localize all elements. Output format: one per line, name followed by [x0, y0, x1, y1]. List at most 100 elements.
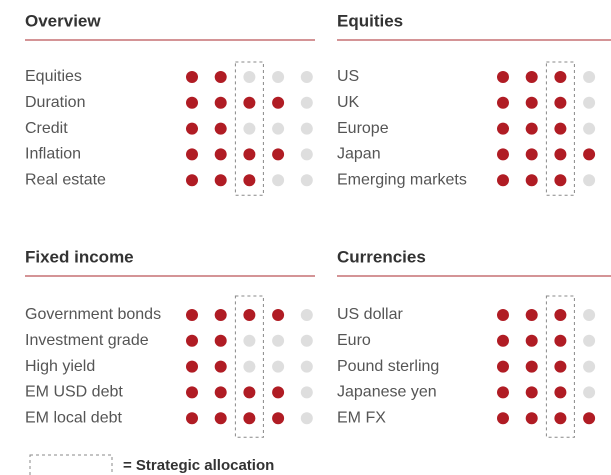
dot-filled	[497, 386, 509, 399]
dot-filled	[214, 360, 227, 373]
dot-filled	[272, 309, 285, 321]
dot-filled	[214, 412, 227, 425]
dot-filled	[525, 360, 538, 373]
dot-empty	[583, 386, 596, 399]
dot-filled	[214, 71, 227, 83]
dot-filled	[243, 96, 256, 109]
section-title: Fixed income	[25, 247, 134, 266]
dot-filled	[525, 386, 538, 399]
dot-empty	[243, 360, 256, 373]
dot-empty	[300, 412, 313, 425]
dot-empty	[583, 96, 596, 109]
row-label: Emerging markets	[337, 171, 467, 188]
dot-filled	[186, 71, 198, 83]
dot-empty	[583, 71, 596, 83]
dot-filled	[525, 96, 538, 109]
row-label: Euro	[337, 332, 371, 349]
dot-empty	[583, 309, 596, 321]
dot-filled	[214, 122, 227, 135]
dot-empty	[300, 386, 313, 399]
dot-filled	[214, 148, 227, 161]
dot-filled	[243, 309, 256, 321]
row-label: Inflation	[25, 146, 81, 163]
row-label: EM USD debt	[25, 384, 123, 401]
dot-filled	[272, 96, 285, 109]
dot-filled	[554, 360, 567, 373]
dot-filled	[497, 122, 509, 135]
dot-filled	[214, 309, 227, 321]
row-label: Investment grade	[25, 332, 149, 349]
dot-filled	[525, 309, 538, 321]
dot-filled	[186, 96, 198, 109]
row-label: Europe	[337, 120, 389, 137]
dot-filled	[554, 148, 567, 161]
dot-filled	[554, 71, 567, 83]
dot-empty	[300, 148, 313, 161]
row-label: Duration	[25, 94, 85, 111]
strategic-box	[545, 295, 575, 438]
dot-empty	[583, 122, 596, 135]
row-label: Government bonds	[25, 306, 161, 323]
section-title: Currencies	[337, 247, 426, 266]
dot-filled	[497, 148, 509, 161]
dot-empty	[272, 360, 285, 373]
row-label: Real estate	[25, 171, 106, 188]
dot-filled	[554, 386, 567, 399]
dot-filled	[583, 412, 596, 425]
dot-empty	[272, 334, 285, 347]
row-label: Japan	[337, 146, 381, 163]
dot-empty	[583, 174, 596, 187]
dot-empty	[300, 96, 313, 109]
dot-empty	[583, 334, 596, 347]
dot-filled	[243, 412, 256, 425]
row-label: UK	[337, 94, 360, 111]
dot-filled	[525, 412, 538, 425]
legend-text: = Strategic allocation	[123, 457, 274, 474]
dot-filled	[554, 412, 567, 425]
row-label: US dollar	[337, 306, 403, 323]
dot-filled	[497, 309, 509, 321]
dot-empty	[300, 334, 313, 347]
dot-filled	[186, 360, 198, 373]
dot-filled	[243, 148, 256, 161]
row-label: Pound sterling	[337, 358, 439, 375]
dot-empty	[243, 122, 256, 135]
section-title: Overview	[25, 11, 101, 30]
section-title: Equities	[337, 11, 403, 30]
dot-filled	[186, 334, 198, 347]
row-label: High yield	[25, 358, 95, 375]
dot-filled	[525, 148, 538, 161]
dot-filled	[186, 412, 198, 425]
dot-filled	[497, 412, 509, 425]
legend-box	[29, 454, 113, 475]
dot-filled	[554, 122, 567, 135]
dot-filled	[497, 360, 509, 373]
dot-filled	[525, 71, 538, 83]
dot-filled	[186, 122, 198, 135]
dot-filled	[583, 148, 596, 161]
row-label: EM local debt	[25, 409, 122, 426]
dot-filled	[497, 334, 509, 347]
dot-filled	[243, 386, 256, 399]
row-label: US	[337, 68, 359, 85]
row-label: EM FX	[337, 409, 386, 426]
dot-filled	[525, 174, 538, 187]
dot-filled	[214, 96, 227, 109]
dot-filled	[525, 334, 538, 347]
row-label: Equities	[25, 68, 82, 85]
strategic-box	[234, 295, 264, 438]
dot-filled	[525, 122, 538, 135]
dot-empty	[300, 71, 313, 83]
dot-filled	[214, 386, 227, 399]
dot-empty	[272, 122, 285, 135]
dot-filled	[272, 386, 285, 399]
dot-filled	[554, 96, 567, 109]
dot-filled	[497, 174, 509, 187]
dot-filled	[497, 71, 509, 83]
strategic-box	[234, 61, 264, 196]
dot-empty	[243, 334, 256, 347]
strategic-box	[545, 61, 575, 196]
dot-filled	[272, 412, 285, 425]
dot-filled	[214, 174, 227, 187]
